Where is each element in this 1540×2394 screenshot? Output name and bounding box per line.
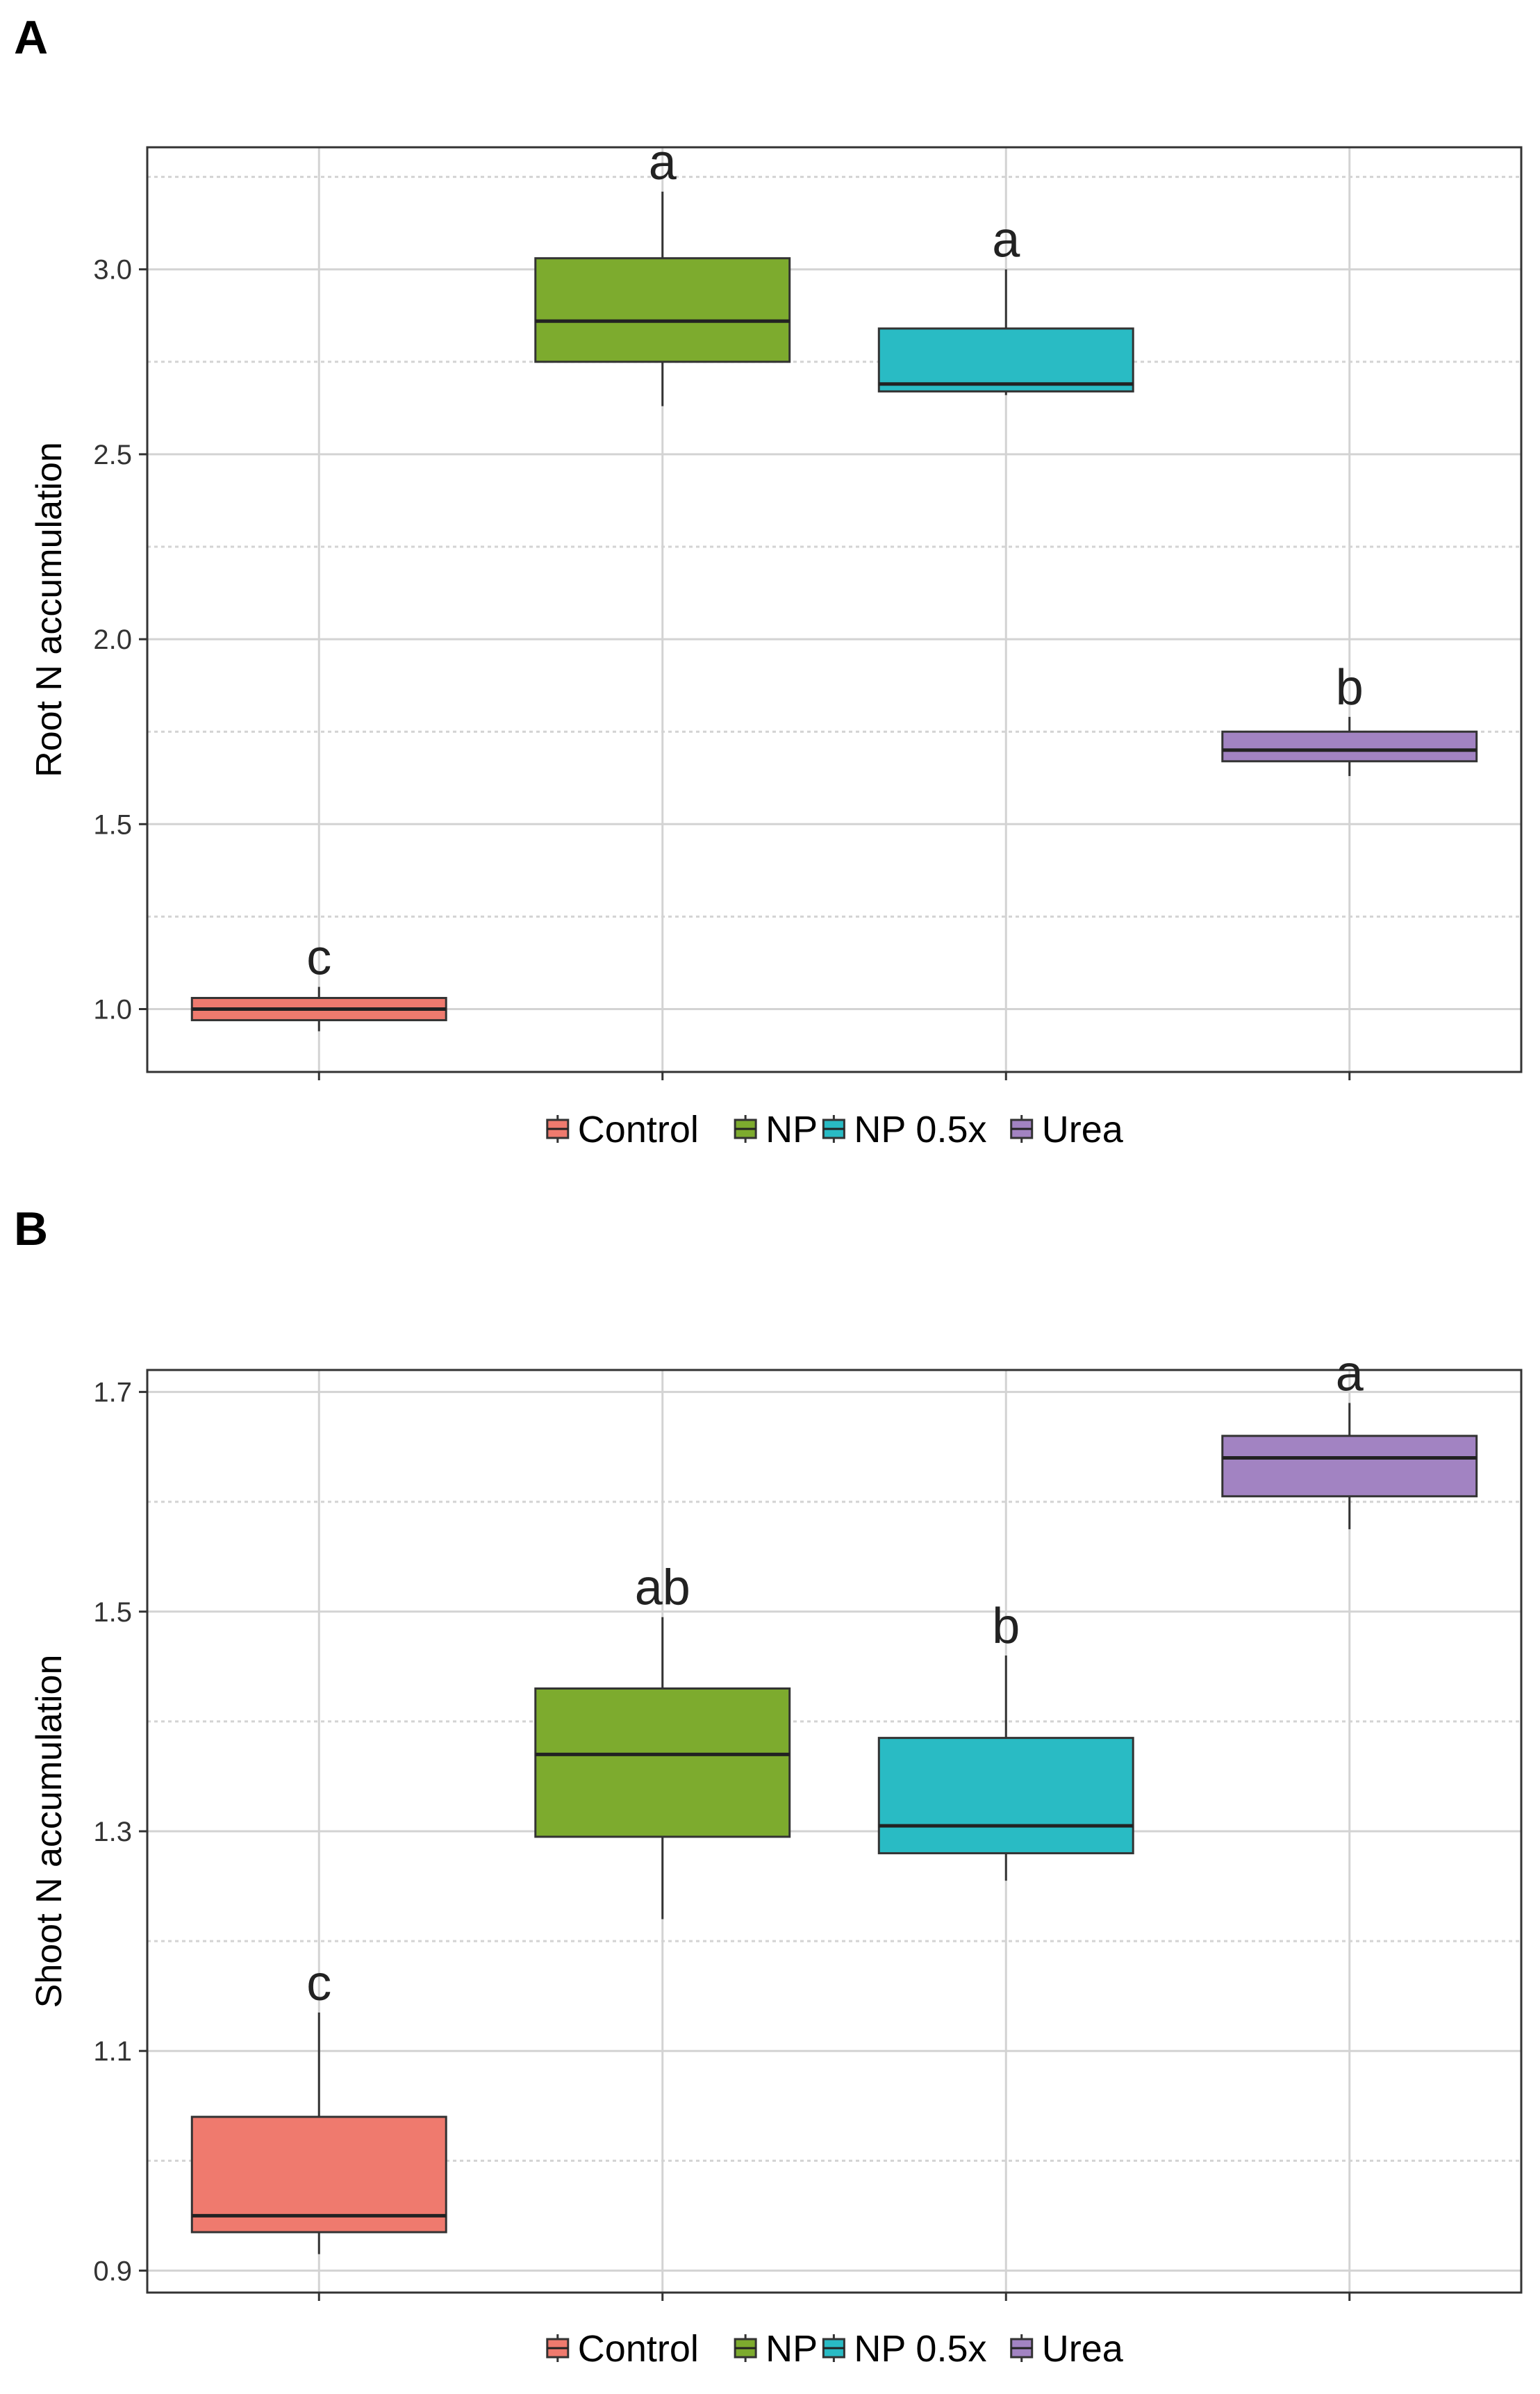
chart-a-letter-urea: b [1336, 660, 1364, 716]
chart-a-box-control [190, 987, 447, 1032]
chart-b-letter-np-0-5x: b [992, 1599, 1020, 1654]
chart-b-box-np [534, 1617, 791, 1920]
chart-a-ytick-label: 1.5 [93, 809, 132, 840]
legend-key-np-0-5x [822, 1115, 845, 1143]
chart-b-ytick-label: 0.9 [93, 2256, 132, 2286]
legend-label-np-0-5x: NP 0.5x [854, 2328, 986, 2370]
legend-label-np: NP [765, 2328, 818, 2370]
legend-key-urea [1010, 1115, 1034, 1143]
chart-a-letter-np: a [649, 135, 677, 190]
box-iqr [190, 2115, 447, 2234]
legend-key-np [734, 2334, 757, 2362]
box-iqr [1221, 730, 1478, 763]
panel-label-a: A [14, 11, 49, 64]
legend-label-control: Control [578, 2328, 699, 2370]
legend-key-np [734, 1115, 757, 1143]
chart-a-ylabel: Root N accumulation [29, 442, 69, 777]
legend-label-np: NP [765, 1109, 818, 1150]
chart-b-box-urea [1221, 1403, 1478, 1530]
chart-b-letter-control: c [306, 1956, 331, 2011]
chart-a-letter-np-0-5x: a [992, 213, 1020, 268]
chart-a-box-urea [1221, 716, 1478, 777]
legend-key-urea [1010, 2334, 1034, 2362]
shoot-n-chart: 0.9 1.1 1.3 1.5 1.7 Shoot N accumulation c ab b a… [29, 1346, 1523, 2370]
chart-b-ytick-label: 1.1 [93, 2036, 132, 2067]
legend-label-urea: Urea [1042, 1109, 1124, 1150]
legend-label-np-0-5x: NP 0.5x [854, 1109, 986, 1150]
legend-key-control [546, 1115, 570, 1143]
chart-a-letter-control: c [306, 930, 331, 986]
panel-label-b: B [14, 1203, 49, 1255]
box-iqr [877, 327, 1134, 393]
chart-b-letter-urea: a [1336, 1346, 1364, 1401]
chart-b-box-control [190, 2012, 447, 2254]
chart-a-ytick-label: 2.5 [93, 440, 132, 470]
box-iqr [534, 1687, 791, 1838]
root-n-chart: 1.0 1.5 2.0 2.5 3.0 Root N accumulation c a a b Co… [29, 135, 1523, 1150]
chart-b-ylabel: Shoot N accumulation [29, 1655, 69, 2008]
chart-b-box-np-0-5x [877, 1656, 1134, 1881]
legend-key-control [546, 2334, 570, 2362]
chart-a-ytick-label: 3.0 [93, 255, 132, 286]
chart-b-ytick-label: 1.5 [93, 1597, 132, 1628]
chart-b-ytick-label: 1.7 [93, 1378, 132, 1408]
chart-a-box-np [534, 191, 791, 406]
chart-b-legend: Control NP NP 0.5x Urea [546, 2328, 1124, 2370]
legend-key-np-0-5x [822, 2334, 845, 2362]
chart-a-legend: Control NP NP 0.5x Urea [546, 1109, 1124, 1150]
legend-label-urea: Urea [1042, 2328, 1124, 2370]
chart-a-plot-frame [146, 146, 1523, 1073]
chart-a-ytick-label: 2.0 [93, 625, 132, 655]
chart-b-ytick-label: 1.3 [93, 1817, 132, 1847]
legend-label-control: Control [578, 1109, 699, 1150]
box-iqr [1221, 1435, 1478, 1498]
chart-a-box-np-0-5x [877, 269, 1134, 395]
box-iqr [877, 1737, 1134, 1855]
chart-b-letter-np: ab [635, 1560, 690, 1616]
chart-a-ytick-label: 1.0 [93, 994, 132, 1025]
box-iqr [534, 257, 791, 363]
